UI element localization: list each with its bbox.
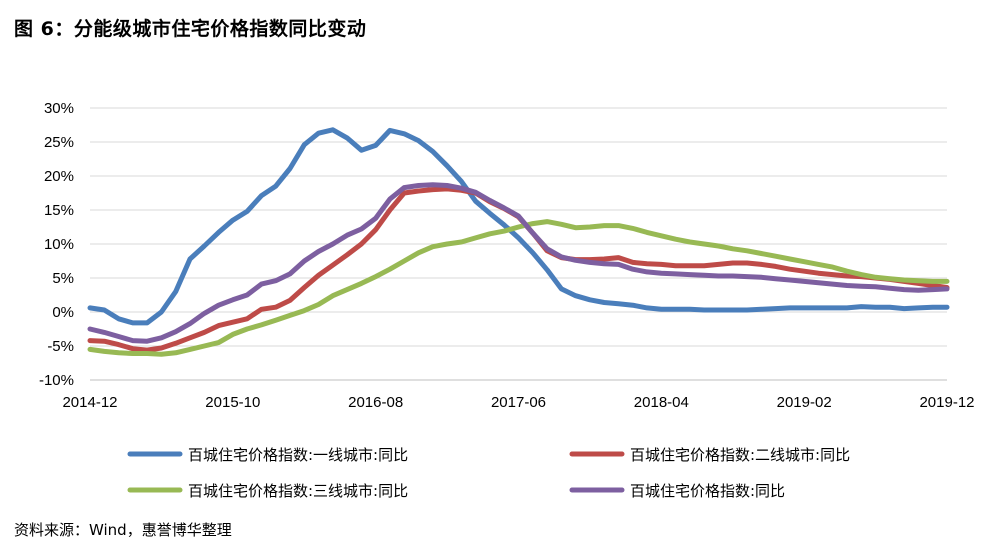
series-line-overall bbox=[87, 182, 950, 344]
x-tick-label: 2017-06 bbox=[491, 394, 546, 411]
x-tick-label: 2018-04 bbox=[634, 394, 689, 411]
series-line-tier3 bbox=[87, 219, 950, 357]
series-line-tier1 bbox=[87, 127, 950, 326]
x-tick-label: 2016-08 bbox=[348, 394, 403, 411]
y-tick-label: 5% bbox=[52, 270, 74, 287]
y-tick-label: 25% bbox=[44, 134, 74, 151]
figure-title: 图 6：分能级城市住宅价格指数同比变动 bbox=[14, 18, 367, 40]
x-tick-label: 2019-12 bbox=[919, 394, 974, 411]
legend: 百城住宅价格指数:一线城市:同比 百城住宅价格指数:二线城市:同比百城住宅价格指数… bbox=[127, 446, 850, 500]
gridlines bbox=[90, 107, 947, 381]
x-axis-ticks: 2014-12 2015-10 2016-08 2017-06 2018-04 2019-… bbox=[62, 394, 974, 411]
x-tick-label: 2015-10 bbox=[205, 394, 260, 411]
legend-label-tier3: 百城住宅价格指数:三线城市:同比 bbox=[188, 482, 408, 500]
y-tick-label: -5% bbox=[47, 338, 74, 355]
y-tick-label: 15% bbox=[44, 202, 74, 219]
y-tick-label: 10% bbox=[44, 236, 74, 253]
series-line-tier2 bbox=[87, 186, 950, 353]
y-tick-label: 0% bbox=[52, 304, 74, 321]
y-axis-ticks: -10% -5% 0% 5% 10% 15% 20% 25% 30% bbox=[39, 100, 74, 389]
legend-label-tier1: 百城住宅价格指数:一线城市:同比 bbox=[188, 446, 408, 464]
legend-label-tier2: 百城住宅价格指数:二线城市:同比 bbox=[630, 446, 850, 464]
legend-label-overall: 百城住宅价格指数:同比 bbox=[630, 482, 785, 500]
series-lines bbox=[87, 127, 950, 357]
y-tick-label: -10% bbox=[39, 372, 74, 389]
x-tick-label: 2019-02 bbox=[777, 394, 832, 411]
x-tick-label: 2014-12 bbox=[62, 394, 117, 411]
y-tick-label: 30% bbox=[44, 100, 74, 117]
source-note: 资料来源：Wind，惠誉博华整理 bbox=[14, 521, 232, 539]
y-tick-label: 20% bbox=[44, 168, 74, 185]
